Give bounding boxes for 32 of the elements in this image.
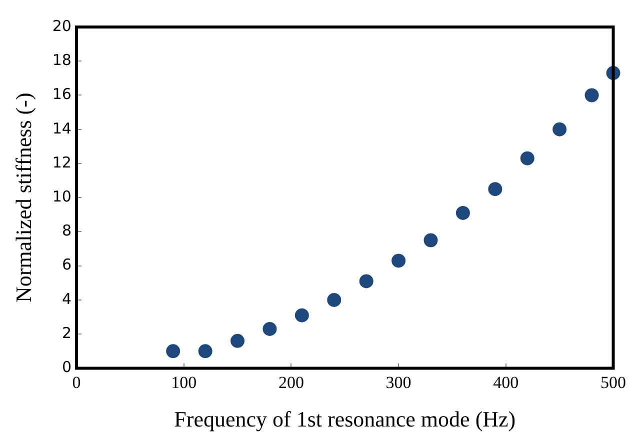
point [262, 322, 277, 336]
point [488, 182, 502, 196]
point [424, 233, 438, 248]
y-tick-label: 16 [52, 85, 72, 104]
x-tick-label: 200 [278, 372, 304, 392]
point [359, 274, 374, 288]
y-tick-label: 10 [52, 187, 72, 206]
x-tick-label: 300 [386, 372, 412, 392]
y-tick-label: 2 [62, 324, 72, 342]
x-tick-label: 100 [171, 372, 197, 392]
point [294, 308, 309, 322]
y-tick-label: 14 [52, 119, 72, 138]
y-tick-label: 4 [62, 290, 72, 308]
y-tick-label: 12 [52, 153, 72, 172]
y-tick-label: 20 [52, 16, 72, 35]
y-tick-label: 6 [62, 256, 72, 274]
point [166, 344, 180, 358]
point [456, 206, 470, 220]
point [198, 344, 212, 358]
point [230, 334, 245, 348]
y-tick-label: 18 [52, 51, 72, 70]
point [327, 292, 342, 307]
y-tick-label: 8 [62, 222, 72, 240]
point [552, 122, 567, 136]
y-tick-label: 0 [62, 358, 72, 376]
point [392, 254, 406, 268]
y-axis-title: Normalized stiffness (-) [10, 92, 36, 302]
point [520, 151, 534, 166]
x-axis-title: Frequency of 1st resonance mode (Hz) [174, 406, 516, 432]
x-tick-label: 500 [600, 372, 626, 392]
point [584, 88, 599, 102]
x-tick-label: 400 [493, 372, 519, 392]
